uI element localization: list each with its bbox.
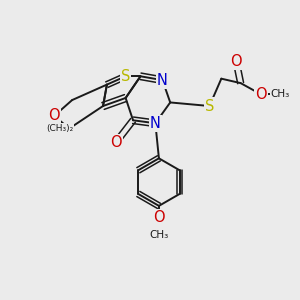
Text: CH₃: CH₃ (149, 230, 169, 240)
Text: O: O (110, 135, 122, 150)
Text: O: O (153, 210, 165, 225)
Text: CH₃: CH₃ (271, 89, 290, 99)
Text: (CH₃)₂: (CH₃)₂ (46, 124, 73, 133)
Text: S: S (205, 98, 214, 113)
Text: S: S (121, 69, 130, 84)
Text: O: O (49, 108, 60, 123)
Text: N: N (157, 73, 168, 88)
Text: O: O (255, 87, 266, 102)
Text: O: O (230, 54, 242, 69)
Text: N: N (150, 116, 161, 131)
